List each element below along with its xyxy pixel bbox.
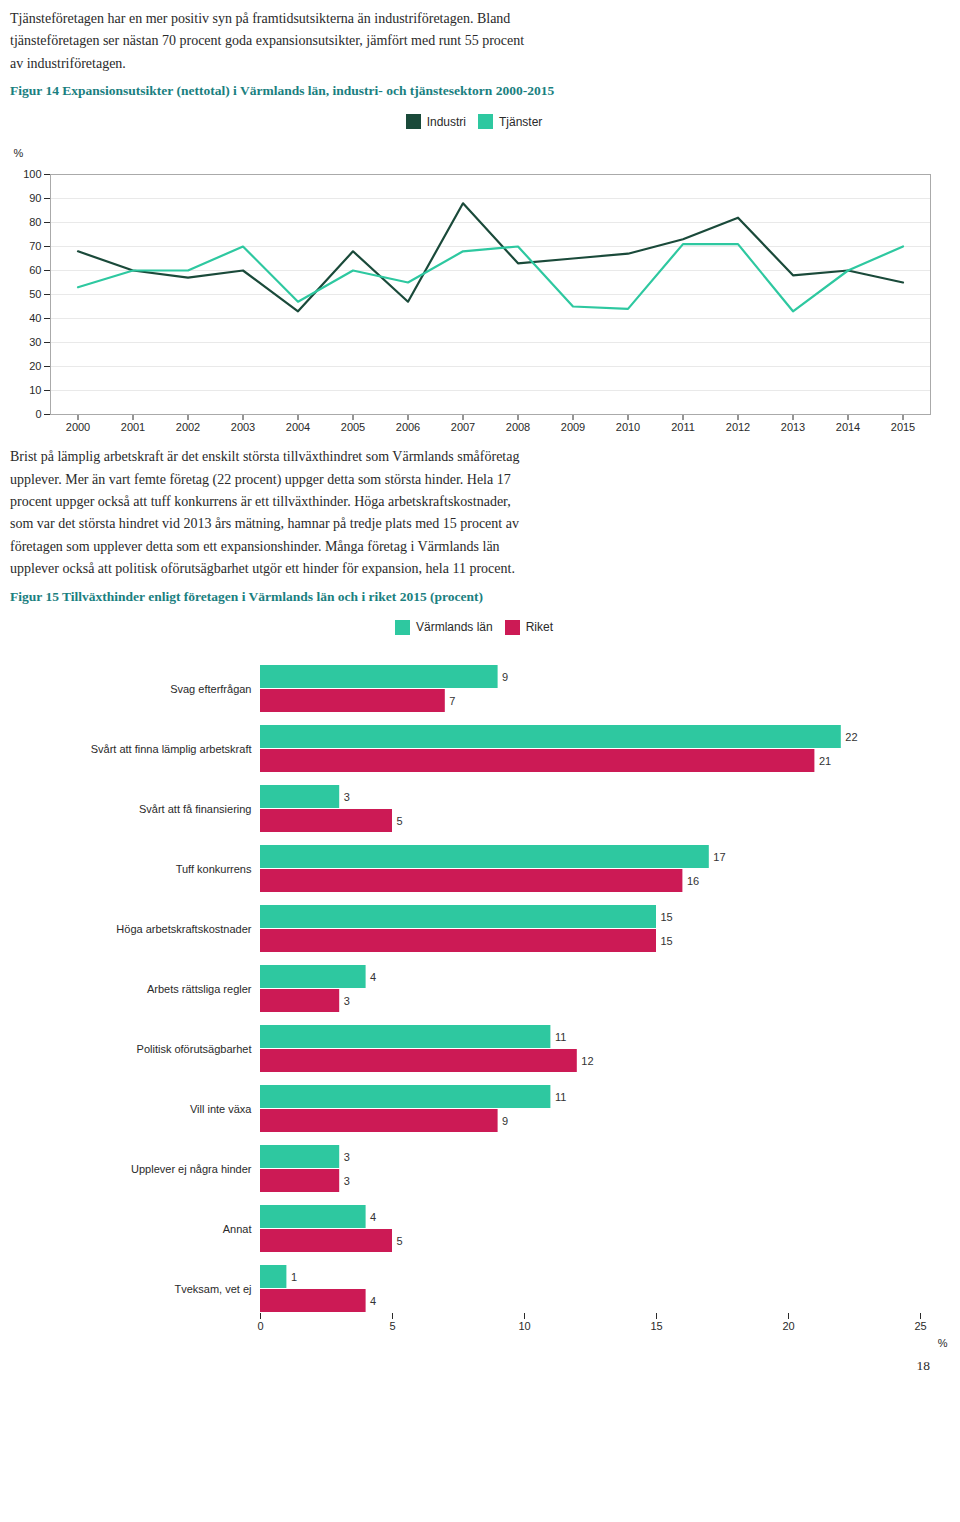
svg-text:17: 17 bbox=[713, 850, 725, 862]
svg-text:60: 60 bbox=[29, 264, 41, 276]
svg-text:Annat: Annat bbox=[223, 1222, 252, 1234]
svg-text:40: 40 bbox=[29, 312, 41, 324]
svg-text:2012: 2012 bbox=[726, 421, 750, 433]
svg-text:Politisk oförutsägbarhet: Politisk oförutsägbarhet bbox=[137, 1042, 252, 1054]
svg-text:50: 50 bbox=[29, 288, 41, 300]
svg-text:Tuff konkurrens: Tuff konkurrens bbox=[176, 862, 252, 874]
svg-text:2011: 2011 bbox=[671, 421, 695, 433]
svg-text:2005: 2005 bbox=[341, 421, 365, 433]
svg-text:Tveksam, vet ej: Tveksam, vet ej bbox=[174, 1282, 251, 1294]
svg-text:2009: 2009 bbox=[561, 421, 585, 433]
html-text:Värmlands län: Värmlands län bbox=[416, 620, 493, 634]
svg-text:3: 3 bbox=[344, 994, 350, 1006]
svg-text:%: % bbox=[938, 1336, 948, 1348]
svg-text:11: 11 bbox=[555, 1030, 566, 1042]
html-text:Figur 14 Expansionsutsikter (n: Figur 14 Expansionsutsikter (nettotal) i… bbox=[10, 83, 555, 99]
svg-text:3: 3 bbox=[344, 790, 350, 802]
svg-text:1: 1 bbox=[291, 1270, 297, 1282]
svg-text:90: 90 bbox=[29, 192, 41, 204]
svg-text:10: 10 bbox=[29, 384, 41, 396]
svg-text:3: 3 bbox=[344, 1174, 350, 1186]
svg-text:Svårt att få finansiering: Svårt att få finansiering bbox=[139, 802, 252, 814]
svg-text:80: 80 bbox=[29, 216, 41, 228]
svg-text:0: 0 bbox=[35, 408, 41, 420]
svg-text:2010: 2010 bbox=[616, 421, 640, 433]
svg-text:10: 10 bbox=[518, 1320, 530, 1332]
svg-text:2013: 2013 bbox=[781, 421, 805, 433]
svg-text:20: 20 bbox=[782, 1320, 794, 1332]
svg-text:70: 70 bbox=[29, 240, 41, 252]
svg-text:4: 4 bbox=[370, 970, 376, 982]
svg-text:0: 0 bbox=[257, 1320, 263, 1332]
svg-text:2008: 2008 bbox=[506, 421, 530, 433]
svg-text:2003: 2003 bbox=[231, 421, 255, 433]
svg-text:2004: 2004 bbox=[286, 421, 310, 433]
svg-text:2001: 2001 bbox=[121, 421, 145, 433]
html-text:Riket: Riket bbox=[525, 620, 553, 634]
svg-text:15: 15 bbox=[650, 1320, 662, 1332]
svg-text:25: 25 bbox=[914, 1320, 926, 1332]
svg-text:2014: 2014 bbox=[836, 421, 860, 433]
html-text:Industri: Industri bbox=[426, 114, 466, 129]
svg-text:30: 30 bbox=[29, 336, 41, 348]
svg-text:5: 5 bbox=[389, 1320, 395, 1332]
svg-text:15: 15 bbox=[661, 934, 673, 946]
html-text:18: 18 bbox=[916, 1357, 930, 1373]
svg-text:Vill inte växa: Vill inte växa bbox=[190, 1102, 252, 1114]
svg-text:5: 5 bbox=[397, 1234, 403, 1246]
svg-text:Svag efterfrågan: Svag efterfrågan bbox=[170, 682, 251, 694]
html-text:Brist på lämplig arbetskraft ä: Brist på lämplig arbetskraft är det ensk… bbox=[10, 449, 520, 577]
svg-text:9: 9 bbox=[502, 670, 508, 682]
svg-text:100: 100 bbox=[23, 168, 41, 180]
svg-text:Svårt att finna lämplig arbets: Svårt att finna lämplig arbetskraft bbox=[91, 742, 252, 754]
svg-text:9: 9 bbox=[502, 1114, 508, 1126]
svg-text:4: 4 bbox=[370, 1210, 376, 1222]
html-text:Tjänster: Tjänster bbox=[499, 114, 543, 129]
svg-text:20: 20 bbox=[29, 360, 41, 372]
html-text:Figur 15 Tillväxthinder enligt: Figur 15 Tillväxthinder enligt företagen… bbox=[10, 588, 483, 604]
svg-text:7: 7 bbox=[449, 694, 455, 706]
svg-text:21: 21 bbox=[819, 754, 831, 766]
svg-text:15: 15 bbox=[661, 910, 673, 922]
svg-text:%: % bbox=[14, 147, 24, 159]
svg-text:2000: 2000 bbox=[66, 421, 90, 433]
svg-text:2015: 2015 bbox=[891, 421, 915, 433]
svg-text:Upplever ej några hinder: Upplever ej några hinder bbox=[131, 1162, 252, 1174]
svg-text:16: 16 bbox=[687, 874, 699, 886]
svg-text:Höga arbetskraftskostnader: Höga arbetskraftskostnader bbox=[116, 922, 251, 934]
svg-text:2007: 2007 bbox=[451, 421, 475, 433]
svg-text:2002: 2002 bbox=[176, 421, 200, 433]
svg-text:Arbets rättsliga regler: Arbets rättsliga regler bbox=[147, 982, 252, 994]
svg-text:2006: 2006 bbox=[396, 421, 420, 433]
svg-text:5: 5 bbox=[397, 814, 403, 826]
html-text:Tjänsteföretagen har en mer po: Tjänsteföretagen har en mer positiv syn … bbox=[10, 11, 525, 71]
svg-text:3: 3 bbox=[344, 1150, 350, 1162]
svg-text:4: 4 bbox=[370, 1294, 376, 1306]
svg-text:12: 12 bbox=[581, 1054, 593, 1066]
svg-text:22: 22 bbox=[845, 730, 857, 742]
svg-text:11: 11 bbox=[555, 1090, 566, 1102]
